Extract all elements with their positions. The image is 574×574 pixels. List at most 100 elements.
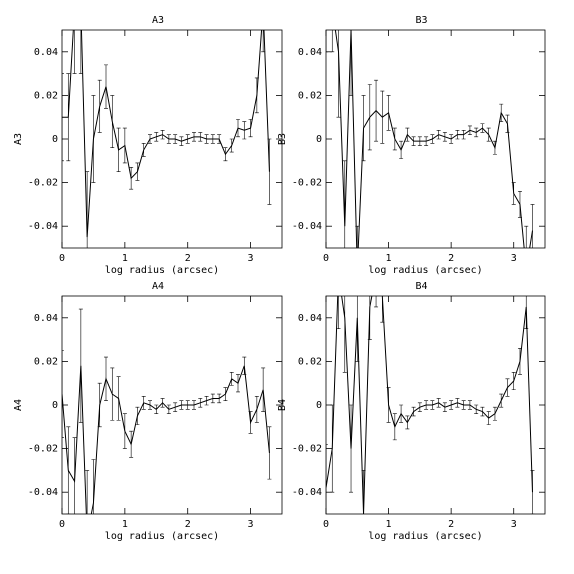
error-bar	[173, 134, 178, 144]
error-bar	[85, 470, 90, 514]
error-bar	[104, 64, 108, 109]
data-line	[326, 296, 533, 514]
error-bar	[411, 136, 416, 146]
error-bar	[342, 296, 347, 373]
error-bar	[436, 129, 441, 140]
error-bar	[455, 398, 460, 408]
y-tick-label: 0	[316, 134, 322, 145]
error-bar	[229, 372, 234, 386]
error-bar	[355, 225, 360, 248]
y-tick-label: 0.02	[34, 90, 58, 101]
chart-title: B4	[415, 281, 427, 292]
error-bar	[192, 400, 196, 410]
error-bar	[72, 437, 77, 514]
error-bar	[116, 376, 121, 421]
x-axis-label: log radius (arcsec)	[105, 265, 219, 276]
error-bar	[492, 406, 497, 421]
x-axis-label: log radius (arcsec)	[368, 531, 482, 542]
error-bar	[148, 134, 152, 144]
x-tick-label: 3	[248, 519, 254, 530]
error-bar	[399, 140, 404, 159]
error-bar	[261, 367, 266, 412]
y-tick-label: 0	[316, 400, 322, 411]
error-bar	[442, 132, 447, 142]
plot-area	[326, 30, 535, 248]
error-bar	[154, 132, 159, 142]
error-bar	[267, 138, 272, 205]
x-tick-label: 0	[59, 519, 65, 530]
error-bar	[380, 296, 385, 323]
chart-title: B3	[415, 15, 427, 26]
error-bar	[499, 103, 504, 122]
error-bar	[91, 459, 96, 514]
error-bar	[173, 402, 178, 412]
error-bar	[392, 413, 397, 441]
x-tick-label: 3	[511, 519, 517, 530]
error-bar	[72, 30, 77, 74]
error-bar	[148, 400, 152, 410]
plot-area	[326, 296, 535, 514]
error-bar	[467, 400, 472, 410]
plot-area	[62, 308, 272, 514]
error-bar	[330, 30, 335, 53]
error-bar	[204, 395, 209, 406]
error-bar	[486, 127, 491, 142]
error-bar	[141, 143, 146, 157]
x-tick-label: 2	[185, 519, 191, 530]
error-bar	[399, 404, 404, 423]
error-bar	[78, 308, 83, 423]
error-bar	[405, 415, 410, 430]
x-tick-label: 2	[448, 519, 454, 530]
error-bar	[110, 367, 115, 421]
error-bar	[198, 398, 203, 408]
error-bar	[336, 296, 341, 329]
error-bar	[524, 225, 529, 248]
error-bar	[217, 393, 222, 404]
error-bar	[474, 127, 479, 138]
error-bar	[367, 296, 372, 340]
error-bar	[179, 400, 184, 410]
x-tick-label: 0	[59, 253, 65, 264]
error-bar	[210, 393, 215, 404]
error-bar	[97, 79, 102, 133]
x-tick-label: 0	[323, 253, 329, 264]
error-bar	[229, 138, 234, 153]
data-line	[334, 30, 533, 248]
error-bar	[254, 77, 259, 114]
error-bar	[236, 374, 240, 393]
plot-frame	[325, 295, 546, 515]
error-bar	[185, 134, 190, 144]
error-bar	[135, 162, 140, 181]
error-bar	[442, 402, 447, 412]
error-bar	[154, 404, 159, 415]
error-bar	[326, 443, 328, 514]
y-tick-label: -0.04	[28, 487, 58, 498]
y-tick-label: -0.04	[28, 221, 58, 232]
y-tick-label: 0.04	[298, 47, 322, 58]
error-bar	[524, 296, 529, 329]
error-bar	[424, 136, 429, 146]
y-tick-label: 0.02	[34, 356, 58, 367]
y-axis-label: A3	[13, 133, 24, 145]
error-bar	[223, 387, 228, 401]
error-bar	[242, 121, 247, 140]
error-bar	[204, 134, 209, 144]
error-bar	[78, 30, 83, 74]
error-bar	[330, 404, 335, 493]
error-bar	[236, 119, 240, 138]
error-bar	[511, 182, 516, 205]
error-bar	[129, 430, 134, 458]
y-tick-label: 0.04	[34, 313, 58, 324]
error-bar	[160, 398, 165, 408]
x-tick-label: 1	[386, 519, 392, 530]
y-tick-label: 0	[52, 400, 58, 411]
error-bar	[166, 404, 171, 415]
error-bar	[116, 127, 121, 172]
panel: A4 log radius (arcsec) A4 0 1 2 3 -0.04 -0.02 0 0.…	[13, 281, 283, 542]
x-tick-label: 0	[323, 519, 329, 530]
error-bar	[361, 470, 366, 514]
y-tick-label: 0.04	[298, 313, 322, 324]
x-tick-label: 3	[248, 253, 254, 264]
